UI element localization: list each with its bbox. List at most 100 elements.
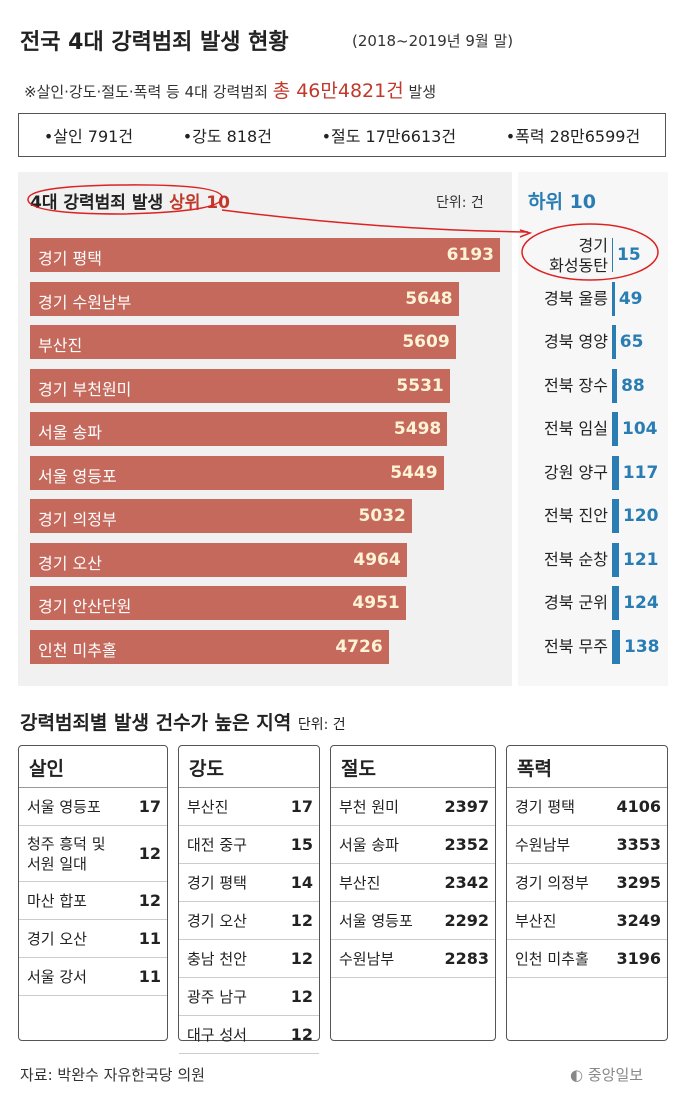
category-label: 전북 진안 (544, 506, 608, 525)
value-label: 117 (622, 462, 659, 483)
table-row: 서울 송파 2352 (331, 826, 495, 864)
region-name: 광주 남구 (187, 987, 247, 1006)
region-count: 12 (290, 949, 313, 968)
bar-label: 인천 미추홀 (38, 640, 117, 660)
value-label: 5609 (402, 332, 450, 352)
value-label: 5032 (358, 506, 406, 526)
region-name: 청주 흥덕 및 서원 일대 (27, 834, 106, 873)
bar (30, 281, 459, 316)
region-name: 수원남부 (515, 835, 571, 854)
region-count: 15 (290, 835, 313, 854)
value-label: 138 (624, 636, 660, 657)
category-label: 전북 장수 (544, 375, 608, 395)
bar (612, 455, 619, 490)
value-label: 5648 (405, 288, 453, 309)
title: 전국 4대 강력범죄 발생 현황 (20, 30, 289, 55)
bar-label: 경기 부천원미 (38, 379, 132, 399)
region-table: 강도 부산진 17 대전 중구 15 경기 평택 14 경기 오산 12 충남 천안 12 광주 남구… (178, 745, 320, 1054)
table-row: 충남 천안 12 (179, 940, 319, 978)
table-row: 경기 평택 4106 (507, 788, 667, 826)
region-name: 서울 영등포 (339, 911, 413, 930)
bar (30, 455, 444, 490)
table-row: 경기 오산 11 (19, 920, 167, 958)
logo: ◐ 중앙일보 (570, 1066, 644, 1084)
hand-circle (27, 184, 223, 215)
table-row: 부천 원미 2397 (331, 788, 495, 826)
period: (2018~2019년 9월 말) (352, 32, 514, 50)
region-name: 부산진 (187, 797, 229, 816)
bar (612, 542, 619, 577)
bar (30, 586, 406, 620)
table-row: 부산진 3249 (507, 902, 667, 940)
category-label: 경북 영양 (544, 332, 608, 351)
region-count: 3353 (616, 835, 661, 854)
region-name: 충남 천안 (187, 949, 247, 968)
region-count: 12 (138, 844, 161, 863)
table-row: 서울 강서 11 (19, 958, 167, 996)
value-label: 49 (618, 288, 643, 309)
summary-box: •살인 791건 •강도 818건 •절도 17만6613건 •폭력 28만6599건 (18, 113, 666, 157)
bar (30, 412, 448, 446)
region-count: 2283 (444, 949, 489, 968)
table-title: 절도 (331, 746, 495, 788)
region-name: 부산진 (515, 911, 557, 930)
category-label: 전북 무주 (544, 636, 608, 656)
table-title: 폭력 (507, 746, 667, 788)
bar-label: 경기 오산 (38, 553, 102, 573)
value-label: 4951 (352, 593, 400, 613)
category-label: 전북 순창 (544, 549, 608, 569)
summary-item: •살인 791건 (43, 127, 134, 146)
region-count: 3249 (616, 911, 661, 930)
bar-label: 경기 의정부 (38, 510, 117, 529)
hand-circle (521, 223, 659, 281)
region-name: 서울 영등포 (27, 797, 101, 816)
region-count: 11 (138, 967, 161, 986)
table-row: 광주 남구 12 (179, 978, 319, 1016)
region-count: 17 (290, 797, 313, 816)
value-label: 124 (623, 593, 659, 613)
table-title: 살인 (19, 746, 167, 788)
category-label: 강원 양구 (544, 462, 608, 482)
value-label: 120 (622, 506, 659, 526)
table-row: 수원남부 2283 (331, 940, 495, 978)
region-name: 서울 강서 (27, 967, 87, 986)
bar-label: 부산진 (38, 336, 83, 355)
value-label: 15 (617, 245, 641, 265)
bar (612, 325, 616, 359)
category-label: 경기 화성동탄 (549, 236, 608, 275)
value-label: 88 (621, 375, 645, 396)
table-row: 인천 미추홀 3196 (507, 940, 667, 978)
region-name: 경기 오산 (187, 911, 247, 930)
summary-item: •강도 818건 (182, 127, 272, 146)
region-name: 경기 평택 (515, 797, 575, 816)
region-count: 11 (138, 929, 161, 948)
region-count: 3196 (616, 949, 661, 968)
region-count: 2352 (444, 835, 489, 854)
region-name: 경기 오산 (27, 929, 87, 948)
unit: 단위: 건 (436, 195, 484, 211)
bar (612, 586, 620, 620)
table-row: 경기 의정부 3295 (507, 864, 667, 902)
region-table: 살인 서울 영등포 17 청주 흥덕 및 서원 일대 12 마산 합포 12 경기 오산 11 서… (18, 745, 168, 1041)
bar (30, 238, 500, 272)
summary-item: •절도 17만6613건 (321, 127, 457, 146)
bar-label: 경기 안산단원 (38, 597, 132, 616)
source: 자료: 박완수 자유한국당 의원 (20, 1066, 205, 1084)
bar (612, 629, 620, 664)
bar (612, 412, 619, 446)
bar (612, 499, 619, 533)
table-row: 경기 오산 12 (179, 902, 319, 940)
region-count: 4106 (616, 797, 661, 816)
region-count: 12 (138, 891, 161, 910)
bar (612, 281, 615, 316)
region-name: 대구 성서 (187, 1025, 247, 1044)
region-count: 14 (290, 873, 313, 892)
region-name: 경기 평택 (187, 873, 247, 892)
chart-title-text: 4대 강력범죄 발생 (30, 193, 164, 213)
region-count: 12 (290, 911, 313, 930)
region-count: 2342 (444, 873, 489, 892)
region-name: 부천 원미 (339, 797, 399, 816)
